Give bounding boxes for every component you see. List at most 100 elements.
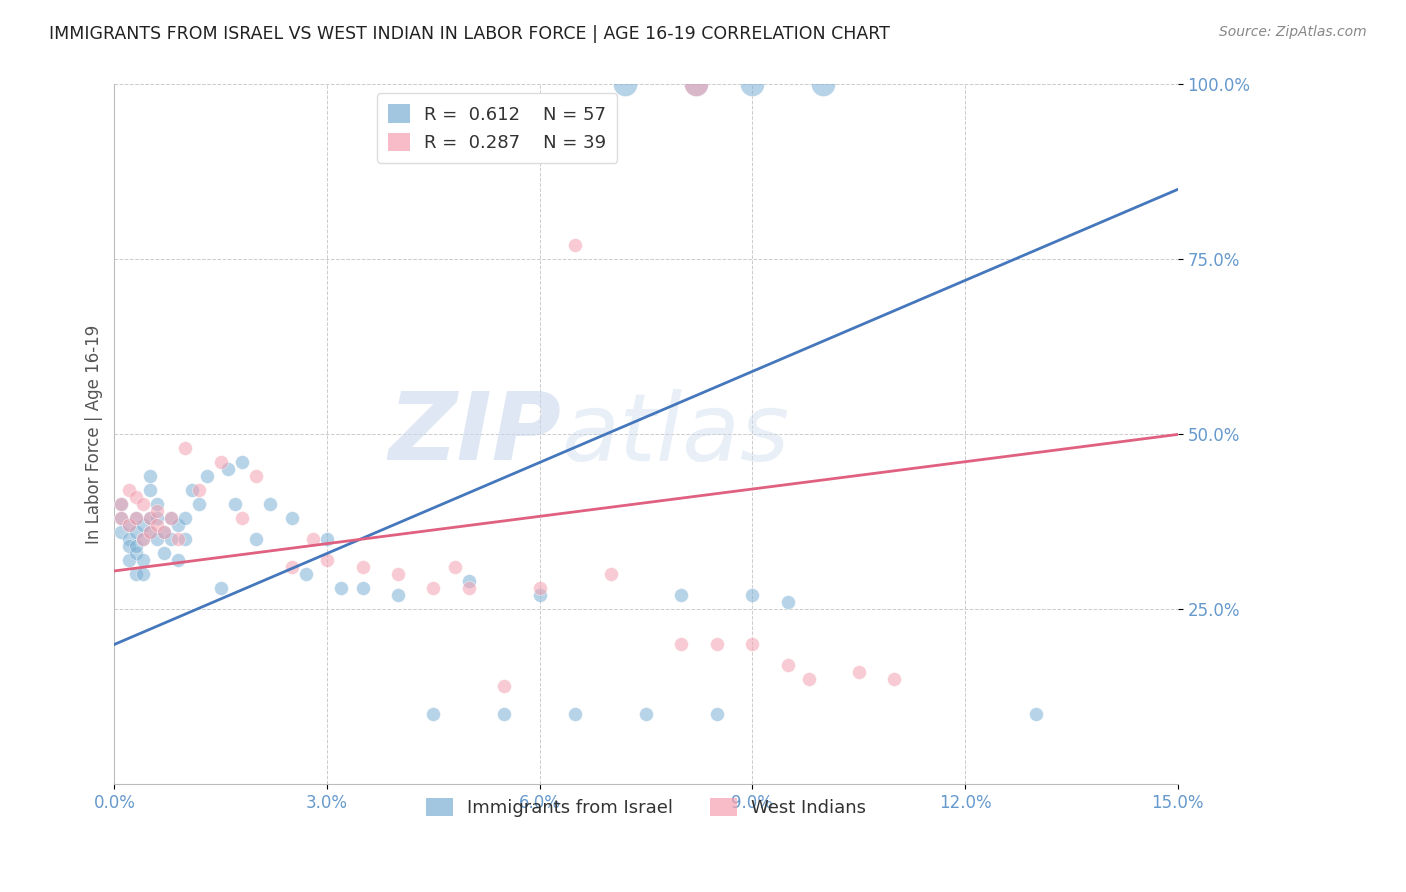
Point: [124, 511, 146, 525]
Point: [124, 546, 146, 560]
Point: [117, 553, 139, 567]
Point: [153, 525, 176, 540]
Point: [139, 469, 162, 483]
Text: Source: ZipAtlas.com: Source: ZipAtlas.com: [1219, 25, 1367, 39]
Point: [188, 498, 211, 512]
Point: [883, 673, 905, 687]
Point: [302, 533, 325, 547]
Point: [117, 483, 139, 498]
Point: [167, 553, 190, 567]
Point: [153, 546, 176, 560]
Point: [671, 589, 693, 603]
Legend: Immigrants from Israel, West Indians: Immigrants from Israel, West Indians: [419, 790, 873, 824]
Point: [529, 589, 551, 603]
Point: [776, 658, 799, 673]
Point: [132, 498, 155, 512]
Point: [110, 511, 132, 525]
Point: [685, 78, 707, 92]
Point: [132, 533, 155, 547]
Point: [294, 567, 316, 582]
Point: [146, 533, 169, 547]
Point: [110, 498, 132, 512]
Point: [167, 533, 190, 547]
Point: [316, 533, 339, 547]
Point: [280, 560, 302, 574]
Point: [110, 498, 132, 512]
Point: [124, 491, 146, 505]
Point: [776, 595, 799, 609]
Point: [174, 533, 197, 547]
Point: [494, 707, 516, 722]
Point: [457, 582, 479, 596]
Point: [529, 582, 551, 596]
Point: [599, 567, 621, 582]
Point: [117, 533, 139, 547]
Point: [110, 525, 132, 540]
Point: [132, 567, 155, 582]
Point: [245, 533, 267, 547]
Text: ZIP: ZIP: [388, 388, 561, 481]
Point: [146, 518, 169, 533]
Point: [188, 483, 211, 498]
Point: [231, 455, 253, 469]
Point: [741, 78, 763, 92]
Point: [494, 680, 516, 694]
Point: [124, 511, 146, 525]
Point: [797, 673, 820, 687]
Point: [160, 511, 183, 525]
Point: [422, 582, 444, 596]
Point: [634, 707, 657, 722]
Point: [671, 637, 693, 651]
Point: [124, 525, 146, 540]
Text: IMMIGRANTS FROM ISRAEL VS WEST INDIAN IN LABOR FORCE | AGE 16-19 CORRELATION CHA: IMMIGRANTS FROM ISRAEL VS WEST INDIAN IN…: [49, 25, 890, 43]
Point: [387, 589, 409, 603]
Point: [685, 78, 707, 92]
Point: [613, 78, 636, 92]
Point: [174, 511, 197, 525]
Point: [1025, 707, 1047, 722]
Point: [209, 582, 232, 596]
Point: [259, 498, 281, 512]
Point: [813, 78, 835, 92]
Point: [132, 518, 155, 533]
Point: [224, 498, 246, 512]
Point: [564, 707, 586, 722]
Point: [217, 462, 239, 476]
Point: [848, 665, 870, 680]
Point: [195, 469, 218, 483]
Point: [741, 637, 763, 651]
Point: [139, 525, 162, 540]
Point: [124, 540, 146, 554]
Point: [124, 567, 146, 582]
Point: [706, 637, 728, 651]
Point: [280, 511, 302, 525]
Point: [174, 442, 197, 456]
Point: [139, 525, 162, 540]
Point: [117, 518, 139, 533]
Point: [146, 504, 169, 518]
Y-axis label: In Labor Force | Age 16-19: In Labor Force | Age 16-19: [86, 325, 103, 544]
Point: [132, 533, 155, 547]
Point: [330, 582, 353, 596]
Point: [422, 707, 444, 722]
Point: [181, 483, 204, 498]
Point: [117, 540, 139, 554]
Text: atlas: atlas: [561, 389, 789, 480]
Point: [139, 511, 162, 525]
Point: [167, 518, 190, 533]
Point: [352, 560, 374, 574]
Point: [160, 533, 183, 547]
Point: [741, 589, 763, 603]
Point: [443, 560, 465, 574]
Point: [160, 511, 183, 525]
Point: [231, 511, 253, 525]
Point: [132, 553, 155, 567]
Point: [564, 238, 586, 252]
Point: [117, 518, 139, 533]
Point: [245, 469, 267, 483]
Point: [146, 511, 169, 525]
Point: [209, 455, 232, 469]
Point: [153, 525, 176, 540]
Point: [139, 483, 162, 498]
Point: [387, 567, 409, 582]
